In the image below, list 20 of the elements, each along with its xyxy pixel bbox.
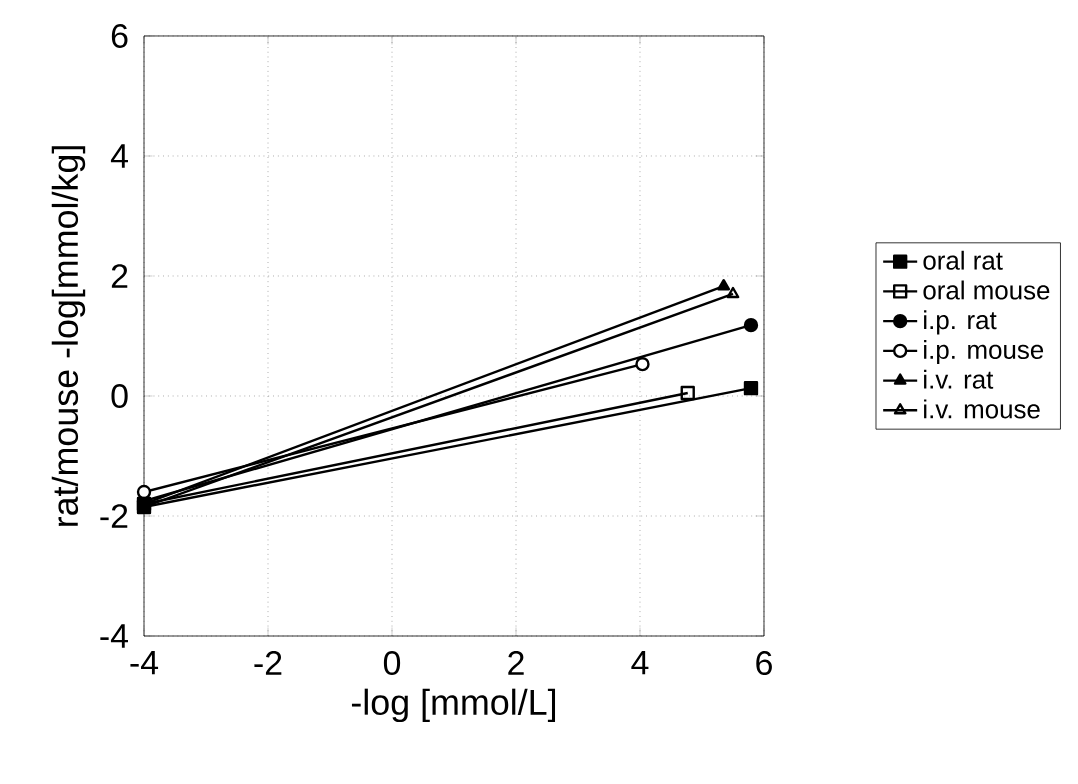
y-tick-label: 2 <box>111 264 128 288</box>
legend-label: i.v. mouse <box>924 399 1040 419</box>
y-axis-title: rat/mouse -log[mmol/kg] <box>51 146 86 526</box>
y-tick-label: -4 <box>100 624 128 648</box>
x-tick-label: -4 <box>130 651 159 675</box>
legend-label: oral mouse <box>923 280 1050 300</box>
x-tick-label: 4 <box>631 651 649 675</box>
x-tick-label: 2 <box>508 651 524 675</box>
x-tick-label: -2 <box>254 651 282 675</box>
x-tick-label: 0 <box>383 651 401 676</box>
legend-label: i.p. mouse <box>924 339 1044 365</box>
y-tick-label: 4 <box>110 144 128 168</box>
x-tick-label: 6 <box>756 651 772 676</box>
x-axis-title: -log [mmol/L] <box>351 688 556 723</box>
y-tick-label: -2 <box>100 504 128 528</box>
y-tick-label: 6 <box>111 23 128 48</box>
legend-label: i.v. rat <box>924 369 994 389</box>
legend-label: oral rat <box>923 250 1003 270</box>
legend-label: i.p. rat <box>924 310 997 335</box>
y-tick-label: 0 <box>111 384 128 408</box>
